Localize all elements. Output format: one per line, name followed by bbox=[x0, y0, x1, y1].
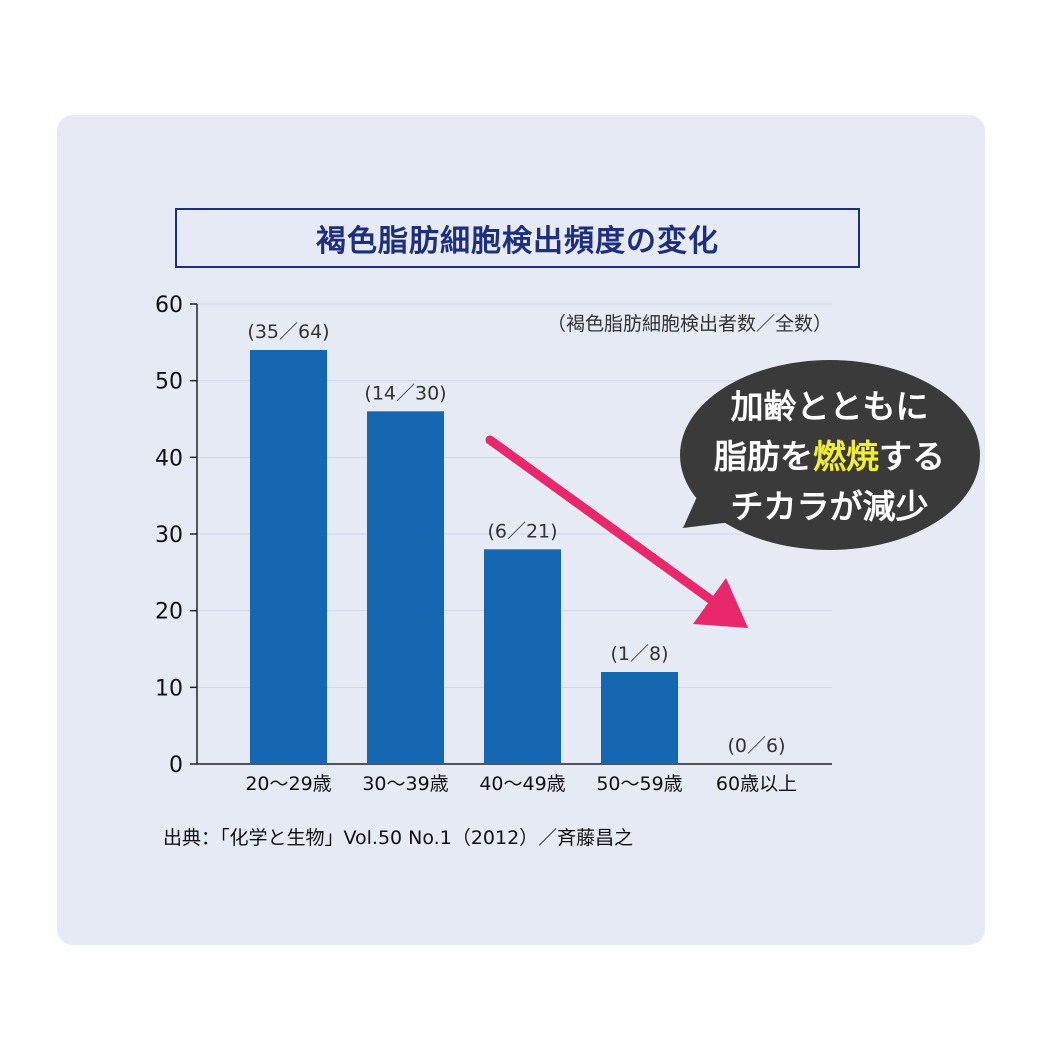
data-label: (0／6) bbox=[727, 735, 785, 757]
data-label: (1／8) bbox=[610, 643, 668, 665]
x-tick-label: 20〜29歳 bbox=[245, 773, 331, 795]
chart-title: 褐色脂肪細胞検出頻度の変化 bbox=[175, 208, 860, 268]
data-label: (35／64) bbox=[247, 321, 329, 343]
y-tick-labels: 0 10 20 30 40 50 60 bbox=[155, 293, 197, 778]
x-tick-labels: 20〜29歳 30〜39歳 40〜49歳 50〜59歳 60歳以上 bbox=[245, 773, 797, 795]
callout-text: 加齢とともに 脂肪を燃焼する チカラが減少 bbox=[682, 382, 977, 532]
callout-line-2: 脂肪を燃焼する bbox=[682, 432, 977, 482]
y-tick-label: 40 bbox=[155, 446, 183, 471]
x-tick-label: 40〜49歳 bbox=[479, 773, 565, 795]
y-tick-label: 10 bbox=[155, 676, 183, 701]
unit-note: （褐色脂肪細胞検出者数／全数） bbox=[547, 313, 832, 335]
bar bbox=[601, 672, 678, 764]
y-tick-label: 30 bbox=[155, 523, 183, 548]
data-label: (14／30) bbox=[364, 382, 446, 404]
callout-highlight: 燃焼 bbox=[813, 437, 879, 476]
y-tick-label: 20 bbox=[155, 600, 183, 625]
bar bbox=[250, 350, 327, 764]
callout-bubble bbox=[680, 360, 980, 550]
data-labels: (35／64) (14／30) (6／21) (1／8) (0／6) bbox=[247, 321, 785, 757]
x-tick-label: 30〜39歳 bbox=[362, 773, 448, 795]
y-tick-label: 0 bbox=[169, 753, 183, 778]
y-tick-label: 50 bbox=[155, 370, 183, 395]
bar bbox=[484, 549, 561, 764]
callout-line-2b: する bbox=[879, 437, 945, 476]
trend-arrow bbox=[485, 435, 748, 628]
callout-line-2a: 脂肪を bbox=[714, 437, 813, 476]
y-tick-label: 60 bbox=[155, 293, 183, 318]
callout-line-3: チカラが減少 bbox=[730, 487, 929, 526]
data-label: (6／21) bbox=[487, 520, 557, 542]
bar bbox=[367, 411, 444, 764]
callout-line-1: 加齢とともに bbox=[730, 387, 929, 426]
bars bbox=[250, 350, 678, 764]
source-citation: 出典：「化学と生物」Vol.50 No.1（2012）／斉藤昌之 bbox=[163, 827, 634, 849]
x-tick-label: 60歳以上 bbox=[716, 773, 797, 795]
x-tick-label: 50〜59歳 bbox=[596, 773, 682, 795]
